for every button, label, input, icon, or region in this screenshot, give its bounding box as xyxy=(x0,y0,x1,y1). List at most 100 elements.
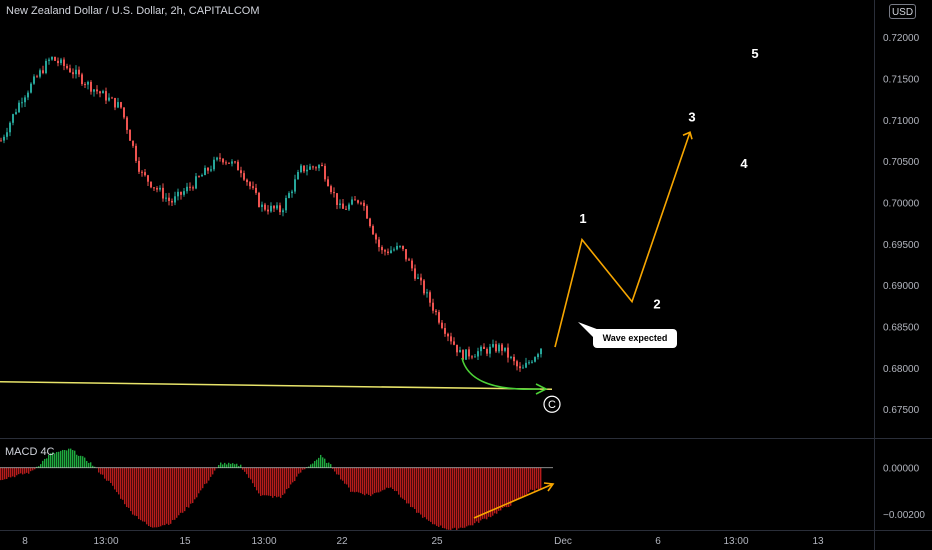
candle-body xyxy=(189,186,191,188)
macd-histogram-bar xyxy=(384,467,386,490)
candle-body xyxy=(105,91,107,101)
macd-histogram-bar xyxy=(120,467,122,499)
macd-histogram-bar xyxy=(172,467,174,520)
macd-histogram-bar xyxy=(32,467,34,471)
macd-histogram-bar xyxy=(14,467,16,478)
macd-histogram-bar xyxy=(328,462,330,468)
macd-histogram-bar xyxy=(518,467,520,500)
macd-histogram-bar xyxy=(206,467,208,484)
macd-histogram-bar xyxy=(140,467,142,521)
macd-histogram-bar xyxy=(388,467,390,489)
macd-histogram-bar xyxy=(372,467,374,495)
candle-body xyxy=(471,356,473,358)
macd-histogram-bar xyxy=(458,467,460,529)
macd-histogram-bar xyxy=(214,467,216,471)
macd-histogram-bar xyxy=(194,467,196,500)
candle-body xyxy=(366,206,368,219)
candle-body xyxy=(384,250,386,252)
candle-body xyxy=(414,268,416,279)
candle-body xyxy=(75,69,77,75)
candle-body xyxy=(492,344,494,347)
macd-histogram-bar xyxy=(398,467,400,495)
candle-body xyxy=(318,165,320,169)
candle-body xyxy=(489,346,491,354)
candle-body xyxy=(147,175,149,182)
macd-histogram-bar xyxy=(74,450,76,468)
macd-histogram-bar xyxy=(356,467,358,492)
candle-body xyxy=(144,172,146,176)
candle-body xyxy=(495,344,497,352)
time-tick-label: 6 xyxy=(655,536,661,547)
candle-body xyxy=(51,56,53,60)
macd-histogram-bar xyxy=(472,467,474,526)
candle-body xyxy=(435,310,437,313)
macd-histogram-bar xyxy=(240,464,242,468)
macd-histogram-bar xyxy=(392,467,394,490)
macd-tick-label: 0.00000 xyxy=(883,464,920,475)
macd-histogram-bar xyxy=(540,467,542,490)
macd-histogram-bar xyxy=(232,463,234,468)
macd-histogram-bar xyxy=(162,467,164,526)
candle-body xyxy=(462,350,464,360)
candle-body xyxy=(423,280,425,294)
price-tick-label: 0.68500 xyxy=(883,322,920,333)
macd-histogram-bar xyxy=(412,467,414,508)
macd-indicator-label[interactable]: MACD 4C xyxy=(5,446,55,458)
candle-body xyxy=(63,59,65,66)
candle-body xyxy=(264,204,266,210)
macd-histogram-bar xyxy=(146,467,148,525)
candle-body xyxy=(120,102,122,108)
candle-body xyxy=(381,247,383,251)
macd-histogram-bar xyxy=(48,454,50,468)
macd-histogram-bar xyxy=(300,467,302,473)
macd-histogram-bar xyxy=(174,467,176,520)
candle-body xyxy=(252,186,254,188)
candle-body xyxy=(336,193,338,205)
candle-body xyxy=(465,349,467,360)
macd-histogram-bar xyxy=(402,467,404,499)
macd-histogram-bar xyxy=(20,467,22,474)
macd-histogram-bar xyxy=(456,467,458,530)
macd-histogram-bar xyxy=(296,467,298,477)
macd-histogram-bar xyxy=(34,467,36,470)
macd-histogram-bar xyxy=(94,466,96,468)
currency-badge[interactable]: USD xyxy=(889,4,916,19)
candle-body xyxy=(210,169,212,171)
wave-label-4: 4 xyxy=(740,156,748,171)
annotation-layer: 1 2 3 4 5 C xyxy=(0,46,759,519)
macd-histogram-bar xyxy=(342,467,344,481)
price-tick-label: 0.72000 xyxy=(883,33,920,44)
macd-histogram-bar xyxy=(226,464,228,468)
macd-histogram-bar xyxy=(80,455,82,468)
macd-histogram-bar xyxy=(66,450,68,468)
macd-histogram-bar xyxy=(404,467,406,501)
macd-histogram-bar xyxy=(452,467,454,529)
macd-histogram-bar xyxy=(428,467,430,521)
wave-label-c: C xyxy=(548,399,556,411)
support-trendline xyxy=(0,381,553,390)
macd-histogram-bar xyxy=(470,467,472,526)
macd-histogram-bar xyxy=(322,457,324,468)
candle-body xyxy=(135,145,137,161)
macd-histogram-bar xyxy=(138,467,140,520)
macd-histogram-bar xyxy=(312,463,314,468)
candle-body xyxy=(168,197,170,201)
candle-body xyxy=(498,344,500,352)
candle-body xyxy=(453,341,455,345)
macd-histogram-bar xyxy=(122,467,124,500)
wave-label-2: 2 xyxy=(653,296,660,311)
macd-histogram-bar xyxy=(276,467,278,498)
macd-histogram-bar xyxy=(170,467,172,524)
macd-histogram-bar xyxy=(82,456,84,468)
candle-body xyxy=(3,136,5,141)
macd-histogram-bar xyxy=(288,467,290,489)
macd-histogram-bar xyxy=(60,450,62,468)
macd-histogram-bar xyxy=(250,467,252,480)
candle-body xyxy=(486,348,488,354)
macd-histogram-bar xyxy=(244,467,246,472)
price-pane xyxy=(0,56,932,439)
macd-histogram-bar xyxy=(78,455,80,468)
time-tick-label: 13:00 xyxy=(93,536,118,547)
bottom-curve-arrow xyxy=(461,357,541,391)
macd-histogram-bar xyxy=(486,467,488,520)
